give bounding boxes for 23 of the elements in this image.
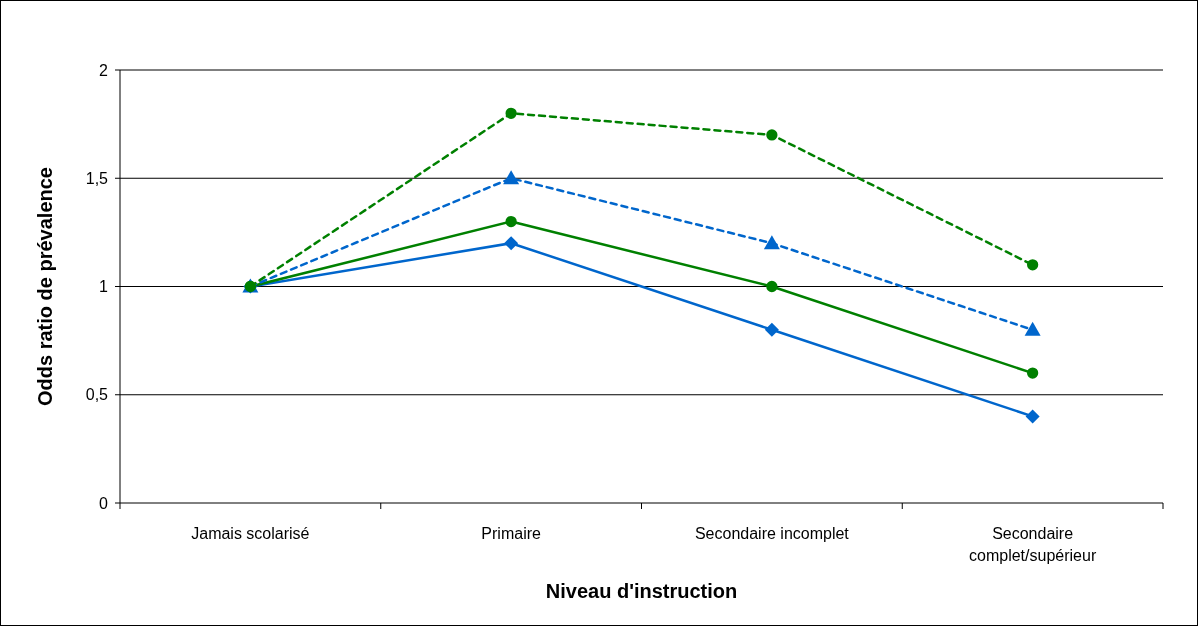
y-tick-label: 1	[99, 278, 109, 296]
x-tick-label: Secondaire incomplet	[694, 525, 850, 542]
point	[766, 280, 778, 293]
point	[505, 215, 517, 228]
point	[1026, 367, 1039, 379]
y-axis-title: Odds ratio de prévalence	[34, 167, 56, 406]
point	[766, 129, 778, 141]
point	[504, 236, 519, 251]
point	[503, 170, 520, 185]
y-tick-label: 0	[99, 494, 109, 512]
point	[763, 235, 780, 250]
y-tick-label: 0,5	[85, 386, 109, 404]
point	[1026, 259, 1039, 271]
point	[1025, 409, 1040, 424]
y-tick-label: 1,5	[85, 169, 109, 187]
x-tick-label: Jamais scolarisé	[191, 525, 310, 542]
point	[1024, 321, 1041, 336]
x-tick-label: Secondaire complet/supérieur	[969, 525, 1097, 564]
x-tick-label: Primaire	[481, 525, 542, 542]
point	[505, 107, 517, 119]
x-axis-title: Niveau d'instruction	[545, 580, 738, 602]
y-tick-label: 2	[99, 61, 109, 79]
point	[764, 322, 779, 337]
